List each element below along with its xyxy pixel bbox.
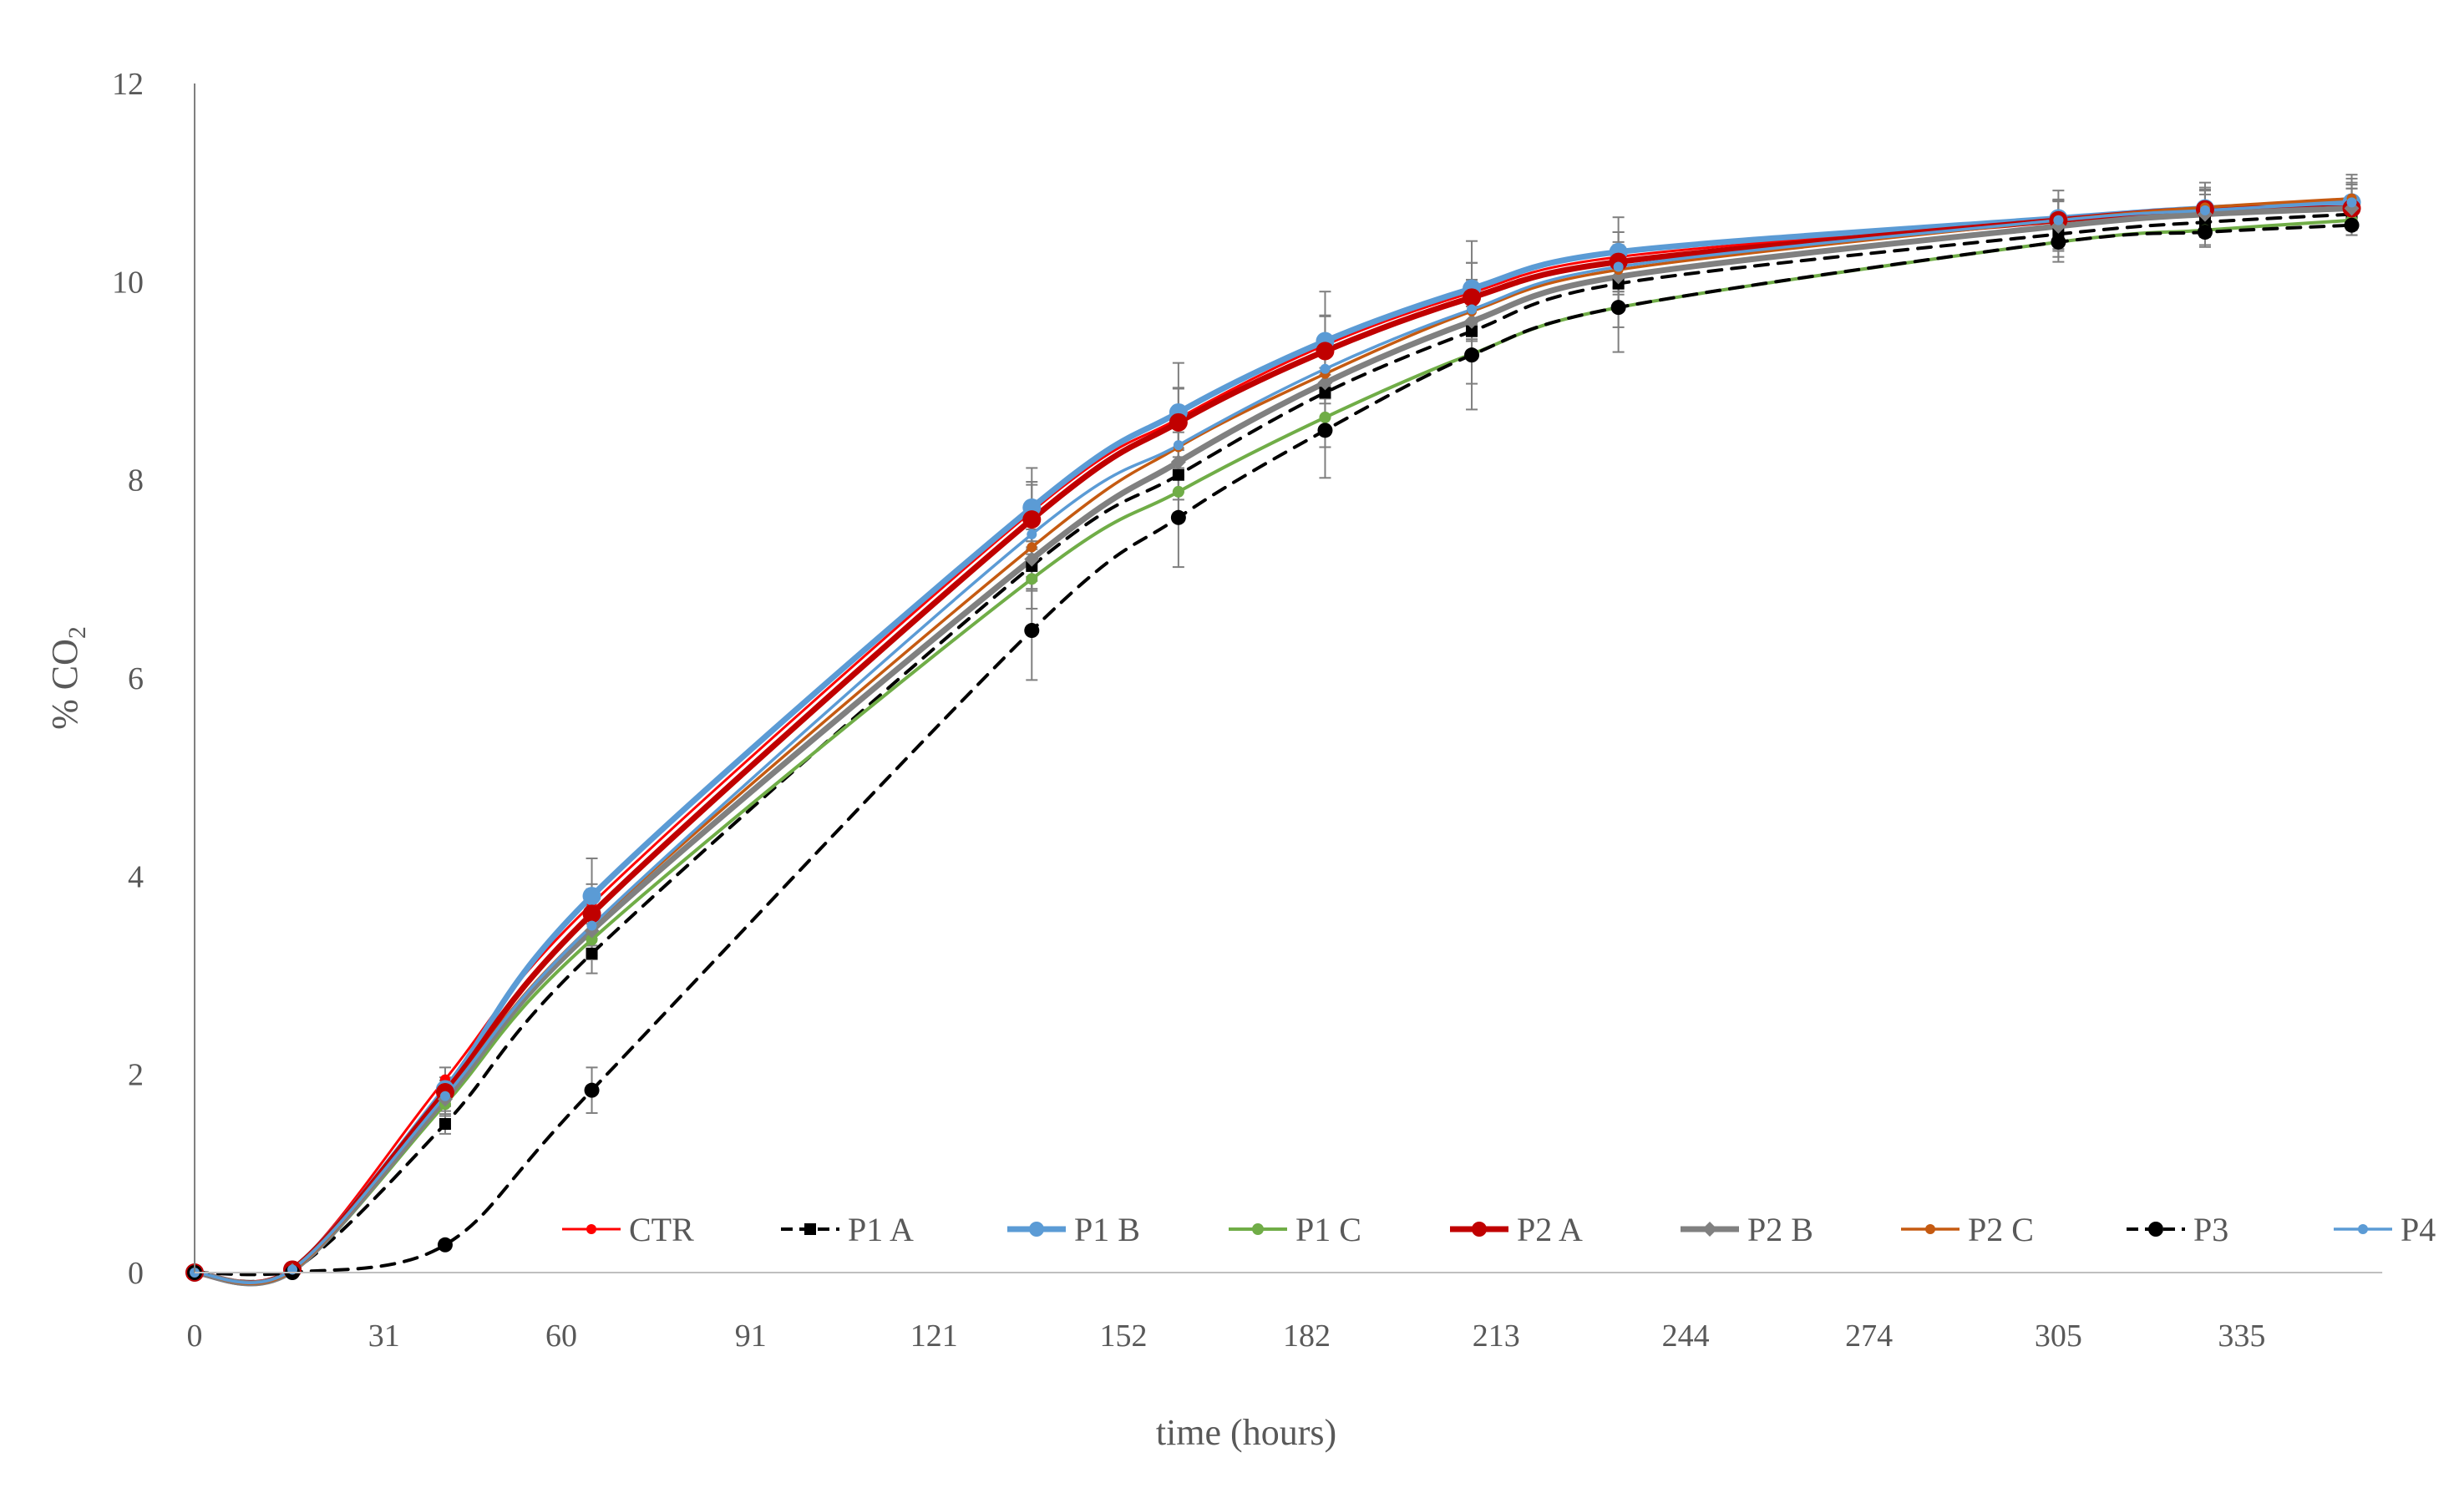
y-tick-label: 4 [128, 859, 144, 894]
y-tick-label: 2 [128, 1058, 144, 1093]
data-point-p3 [1170, 509, 1186, 525]
series-line-p1-a [193, 212, 2354, 1283]
legend-item-p3: P3 [2127, 1211, 2228, 1248]
data-point-p2-a [1022, 510, 1042, 529]
series-lines [191, 196, 2355, 1287]
data-point-p1-c [1319, 411, 1331, 423]
x-tick-label: 213 [1473, 1318, 1520, 1354]
legend-label: P1 A [848, 1211, 914, 1248]
x-tick-label: 335 [2218, 1318, 2265, 1354]
y-tick-label: 8 [128, 463, 144, 499]
series-markers [185, 193, 2361, 1282]
data-point-p4 [1320, 363, 1331, 374]
data-point-p4 [2199, 205, 2210, 215]
data-point-p1-a [439, 1118, 451, 1130]
legend-label: P4 [2401, 1211, 2436, 1248]
data-point-p4 [2346, 197, 2357, 208]
legend-item-p2-a: P2 A [1450, 1211, 1583, 1248]
data-point-p1-a [1172, 468, 1184, 481]
x-tick-label: 0 [187, 1318, 203, 1354]
x-tick-label: 244 [1662, 1318, 1710, 1354]
data-point-p3 [2344, 217, 2360, 233]
legend-label: P1 B [1074, 1211, 1140, 1248]
data-point-p1-c [1026, 573, 1038, 585]
data-point-p3 [2197, 225, 2213, 240]
data-point-p4 [1613, 261, 1624, 272]
data-point-p4 [1467, 304, 1478, 315]
data-point-p2-b [1024, 551, 1040, 567]
legend-label: P2 A [1517, 1211, 1583, 1248]
legend-marker [1252, 1223, 1264, 1235]
legend-label: P1 C [1295, 1211, 1361, 1248]
legend-item-p1-b: P1 B [1007, 1211, 1140, 1248]
data-point-p1-c [1172, 485, 1184, 498]
data-point-p2-a [1169, 412, 1188, 432]
legend-item-p1-c: P1 C [1229, 1211, 1361, 1248]
series-line-p1-b [191, 199, 2355, 1287]
data-point-p1-a [1466, 325, 1478, 337]
data-point-p3 [2051, 234, 2066, 250]
legend-item-p1-a: P1 A [781, 1211, 914, 1248]
x-tick-label: 152 [1100, 1318, 1148, 1354]
x-tick-label: 60 [545, 1318, 577, 1354]
y-tick-labels: 0 2 4 6 8 10 12 [112, 67, 144, 1291]
legend-label: P2 C [1968, 1211, 2034, 1248]
legend-marker [1472, 1222, 1487, 1237]
data-point-p3 [1024, 623, 1040, 639]
data-point-p2-a [1316, 342, 1335, 361]
legend-item-p2-b: P2 B [1681, 1211, 1813, 1248]
data-point-p4 [1027, 529, 1037, 539]
data-point-p2-b [1464, 313, 1480, 329]
data-point-p1-a [1319, 387, 1331, 399]
y-tick-label: 10 [112, 265, 144, 300]
x-tick-label: 31 [368, 1318, 400, 1354]
data-point-p4 [2053, 215, 2064, 225]
data-point-p3 [1464, 347, 1480, 363]
y-tick-label: 12 [112, 67, 144, 102]
x-tick-label: 121 [910, 1318, 958, 1354]
legend-item-p4: P4 [2334, 1211, 2436, 1248]
series-line-p1-c [193, 218, 2354, 1286]
legend-marker [1925, 1224, 1935, 1234]
y-tick-label: 6 [128, 661, 144, 696]
data-point-p2-b [1317, 375, 1333, 391]
data-point-p4 [1173, 440, 1184, 451]
legend-label: P2 B [1747, 1211, 1813, 1248]
data-point-p1-b [582, 887, 601, 906]
x-tick-label: 274 [1845, 1318, 1893, 1354]
data-point-p2-c [1027, 542, 1037, 553]
data-point-p2-a [582, 904, 601, 924]
x-axis-title: time (hours) [1156, 1412, 1336, 1453]
x-tick-label: 182 [1283, 1318, 1331, 1354]
series-line-p3 [193, 223, 2354, 1277]
legend-marker [804, 1223, 816, 1235]
legend-marker [1029, 1222, 1044, 1237]
data-point-p3 [1317, 423, 1333, 438]
y-tick-label: 0 [128, 1256, 144, 1291]
data-point-p2-b [1170, 454, 1186, 470]
data-point-p1-c [586, 934, 598, 946]
legend-marker [2358, 1224, 2368, 1234]
legend-marker [586, 1224, 596, 1234]
y-axis-title: % CO2 [44, 626, 91, 730]
legend-label: P3 [2193, 1211, 2228, 1248]
x-tick-label: 91 [735, 1318, 767, 1354]
x-tick-label: 305 [2035, 1318, 2082, 1354]
data-point-p4 [586, 920, 597, 931]
data-point-p1-a [586, 947, 598, 959]
data-point-p3 [437, 1237, 453, 1253]
x-tick-labels: 0 31 60 91 121 152 182 213 244 274 305 335 [187, 1318, 2266, 1354]
legend-marker [1702, 1222, 1717, 1237]
legend: CTR P1 A P1 B P1 C P2 A P2 B P2 C P3 P4 [562, 1211, 2436, 1248]
legend-item-p2-c: P2 C [1901, 1211, 2034, 1248]
data-point-p3 [1610, 300, 1626, 316]
data-point-p2-a [1463, 288, 1482, 307]
legend-marker [2148, 1222, 2163, 1237]
legend-item-ctr: CTR [562, 1211, 694, 1248]
data-point-p4 [439, 1091, 450, 1101]
data-point-p3 [584, 1082, 600, 1098]
legend-label: CTR [629, 1211, 694, 1248]
